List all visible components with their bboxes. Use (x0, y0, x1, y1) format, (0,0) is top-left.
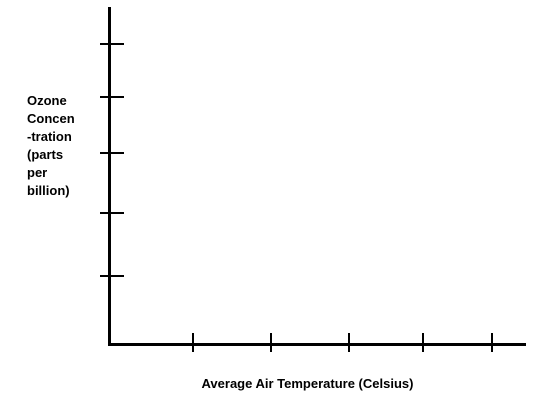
y-axis-label-line: billion) (27, 183, 70, 198)
y-axis-label-line: per (27, 165, 48, 180)
y-axis-label: Ozone Concen -tration (parts per billion… (27, 92, 97, 200)
x-axis-label: Average Air Temperature (Celsius) (201, 376, 414, 391)
y-ticks (100, 43, 124, 277)
y-axis-label-line: Concen (27, 111, 75, 126)
y-axis-label-line: (parts (27, 147, 64, 162)
y-axis-label-line: -tration (27, 129, 72, 144)
x-ticks (192, 333, 493, 352)
y-axis-label-line: Ozone (27, 93, 67, 108)
